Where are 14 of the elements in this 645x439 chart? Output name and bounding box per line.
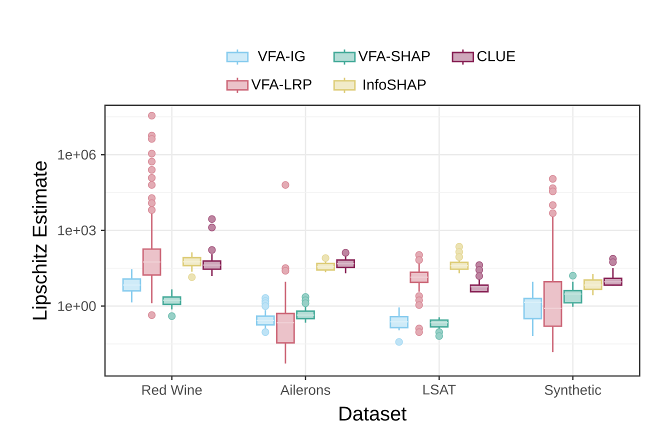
legend-label: InfoSHAP xyxy=(364,79,426,90)
x-axis-title: Dataset xyxy=(340,406,407,421)
x-tick-label: Ailerons xyxy=(280,384,330,395)
y-tick-label: 1e+03 xyxy=(58,225,96,236)
x-tick-label: Synthetic xyxy=(544,384,602,398)
x-tick-label: LSAT xyxy=(423,384,456,395)
x-tick-label: Red Wine xyxy=(142,384,202,395)
y-axis-title: Lipschitz Estimate xyxy=(32,161,51,320)
y-tick-label: 1e+06 xyxy=(58,150,96,160)
legend-label: VFA-LRP xyxy=(251,79,312,90)
legend-label: VFA-IG xyxy=(258,50,305,62)
legend-label: CLUE xyxy=(477,50,516,62)
legend-label: VFA-SHAP xyxy=(358,50,430,62)
y-tick-label: 1e+00 xyxy=(58,301,96,312)
